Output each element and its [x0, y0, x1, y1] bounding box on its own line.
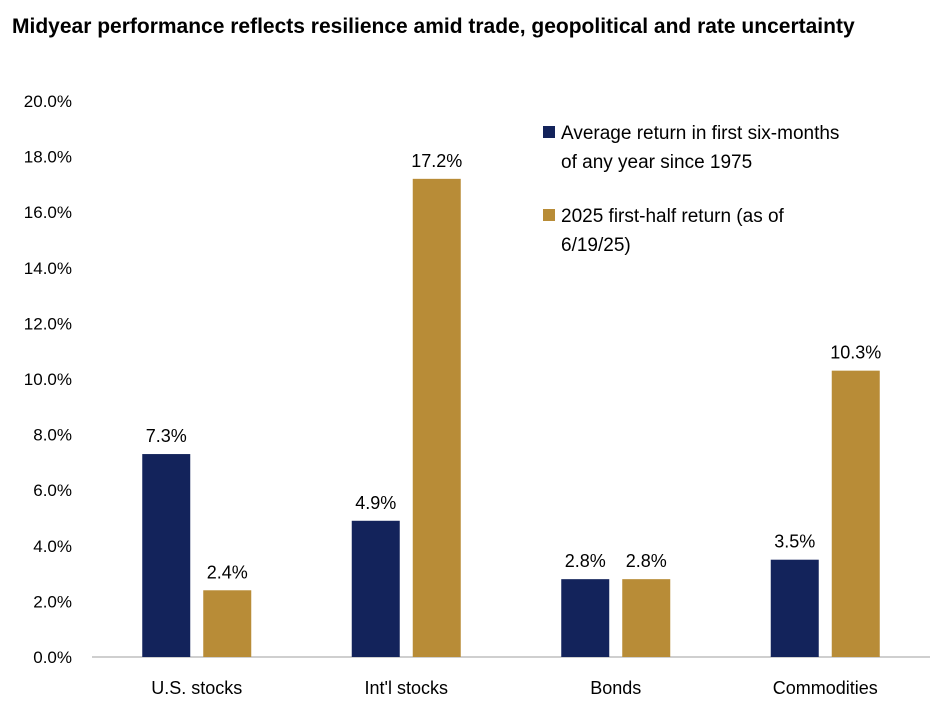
category-label: U.S. stocks: [151, 678, 242, 698]
legend-swatch: [543, 209, 555, 221]
legend-label: 2025 first-half return (as of 6/19/25): [561, 206, 785, 256]
y-tick-label: 12.0%: [24, 314, 72, 333]
data-label: 2.4%: [207, 562, 248, 582]
y-tick-label: 0.0%: [33, 648, 72, 667]
data-label: 2.8%: [565, 551, 606, 571]
bar: [622, 579, 671, 657]
y-axis-tick-labels: 0.0% 2.0% 4.0% 6.0% 8.0% 10.0% 12.0% 14.0% 16.0%…: [24, 92, 72, 667]
y-tick-label: 18.0%: [24, 148, 72, 167]
category-label: Commodities: [773, 678, 878, 698]
legend-label: Average return in first six-months of any…: [561, 123, 839, 173]
bar: [142, 454, 191, 657]
legend: Average return in first six-months of any…: [543, 123, 839, 256]
data-label: 4.9%: [355, 493, 396, 513]
bar: [203, 590, 252, 657]
data-labels: 7.3% 2.4% 4.9% 17.2% 2.8% 2.8% 3.5% 10.3%: [146, 151, 882, 582]
data-label: 2.8%: [626, 551, 667, 571]
data-label: 3.5%: [774, 532, 815, 552]
data-label: 7.3%: [146, 426, 187, 446]
bar: [351, 520, 400, 657]
data-label: 17.2%: [411, 151, 462, 171]
data-label: 10.3%: [830, 343, 881, 363]
category-labels: U.S. stocks Int'l stocks Bonds Commodities: [151, 678, 878, 698]
category-label: Bonds: [590, 678, 641, 698]
bar: [770, 559, 819, 657]
y-tick-label: 20.0%: [24, 92, 72, 111]
legend-swatch: [543, 126, 555, 138]
y-tick-label: 14.0%: [24, 259, 72, 278]
category-label: Int'l stocks: [365, 678, 448, 698]
y-tick-label: 2.0%: [33, 592, 72, 611]
y-tick-label: 4.0%: [33, 537, 72, 556]
y-tick-label: 16.0%: [24, 203, 72, 222]
y-tick-label: 6.0%: [33, 481, 72, 500]
bar: [561, 579, 610, 657]
y-tick-label: 10.0%: [24, 370, 72, 389]
y-tick-label: 8.0%: [33, 426, 72, 445]
chart-title: Midyear performance reflects resilience …: [12, 15, 855, 38]
bar: [412, 178, 461, 657]
bars: [142, 178, 880, 657]
bar: [831, 370, 880, 657]
